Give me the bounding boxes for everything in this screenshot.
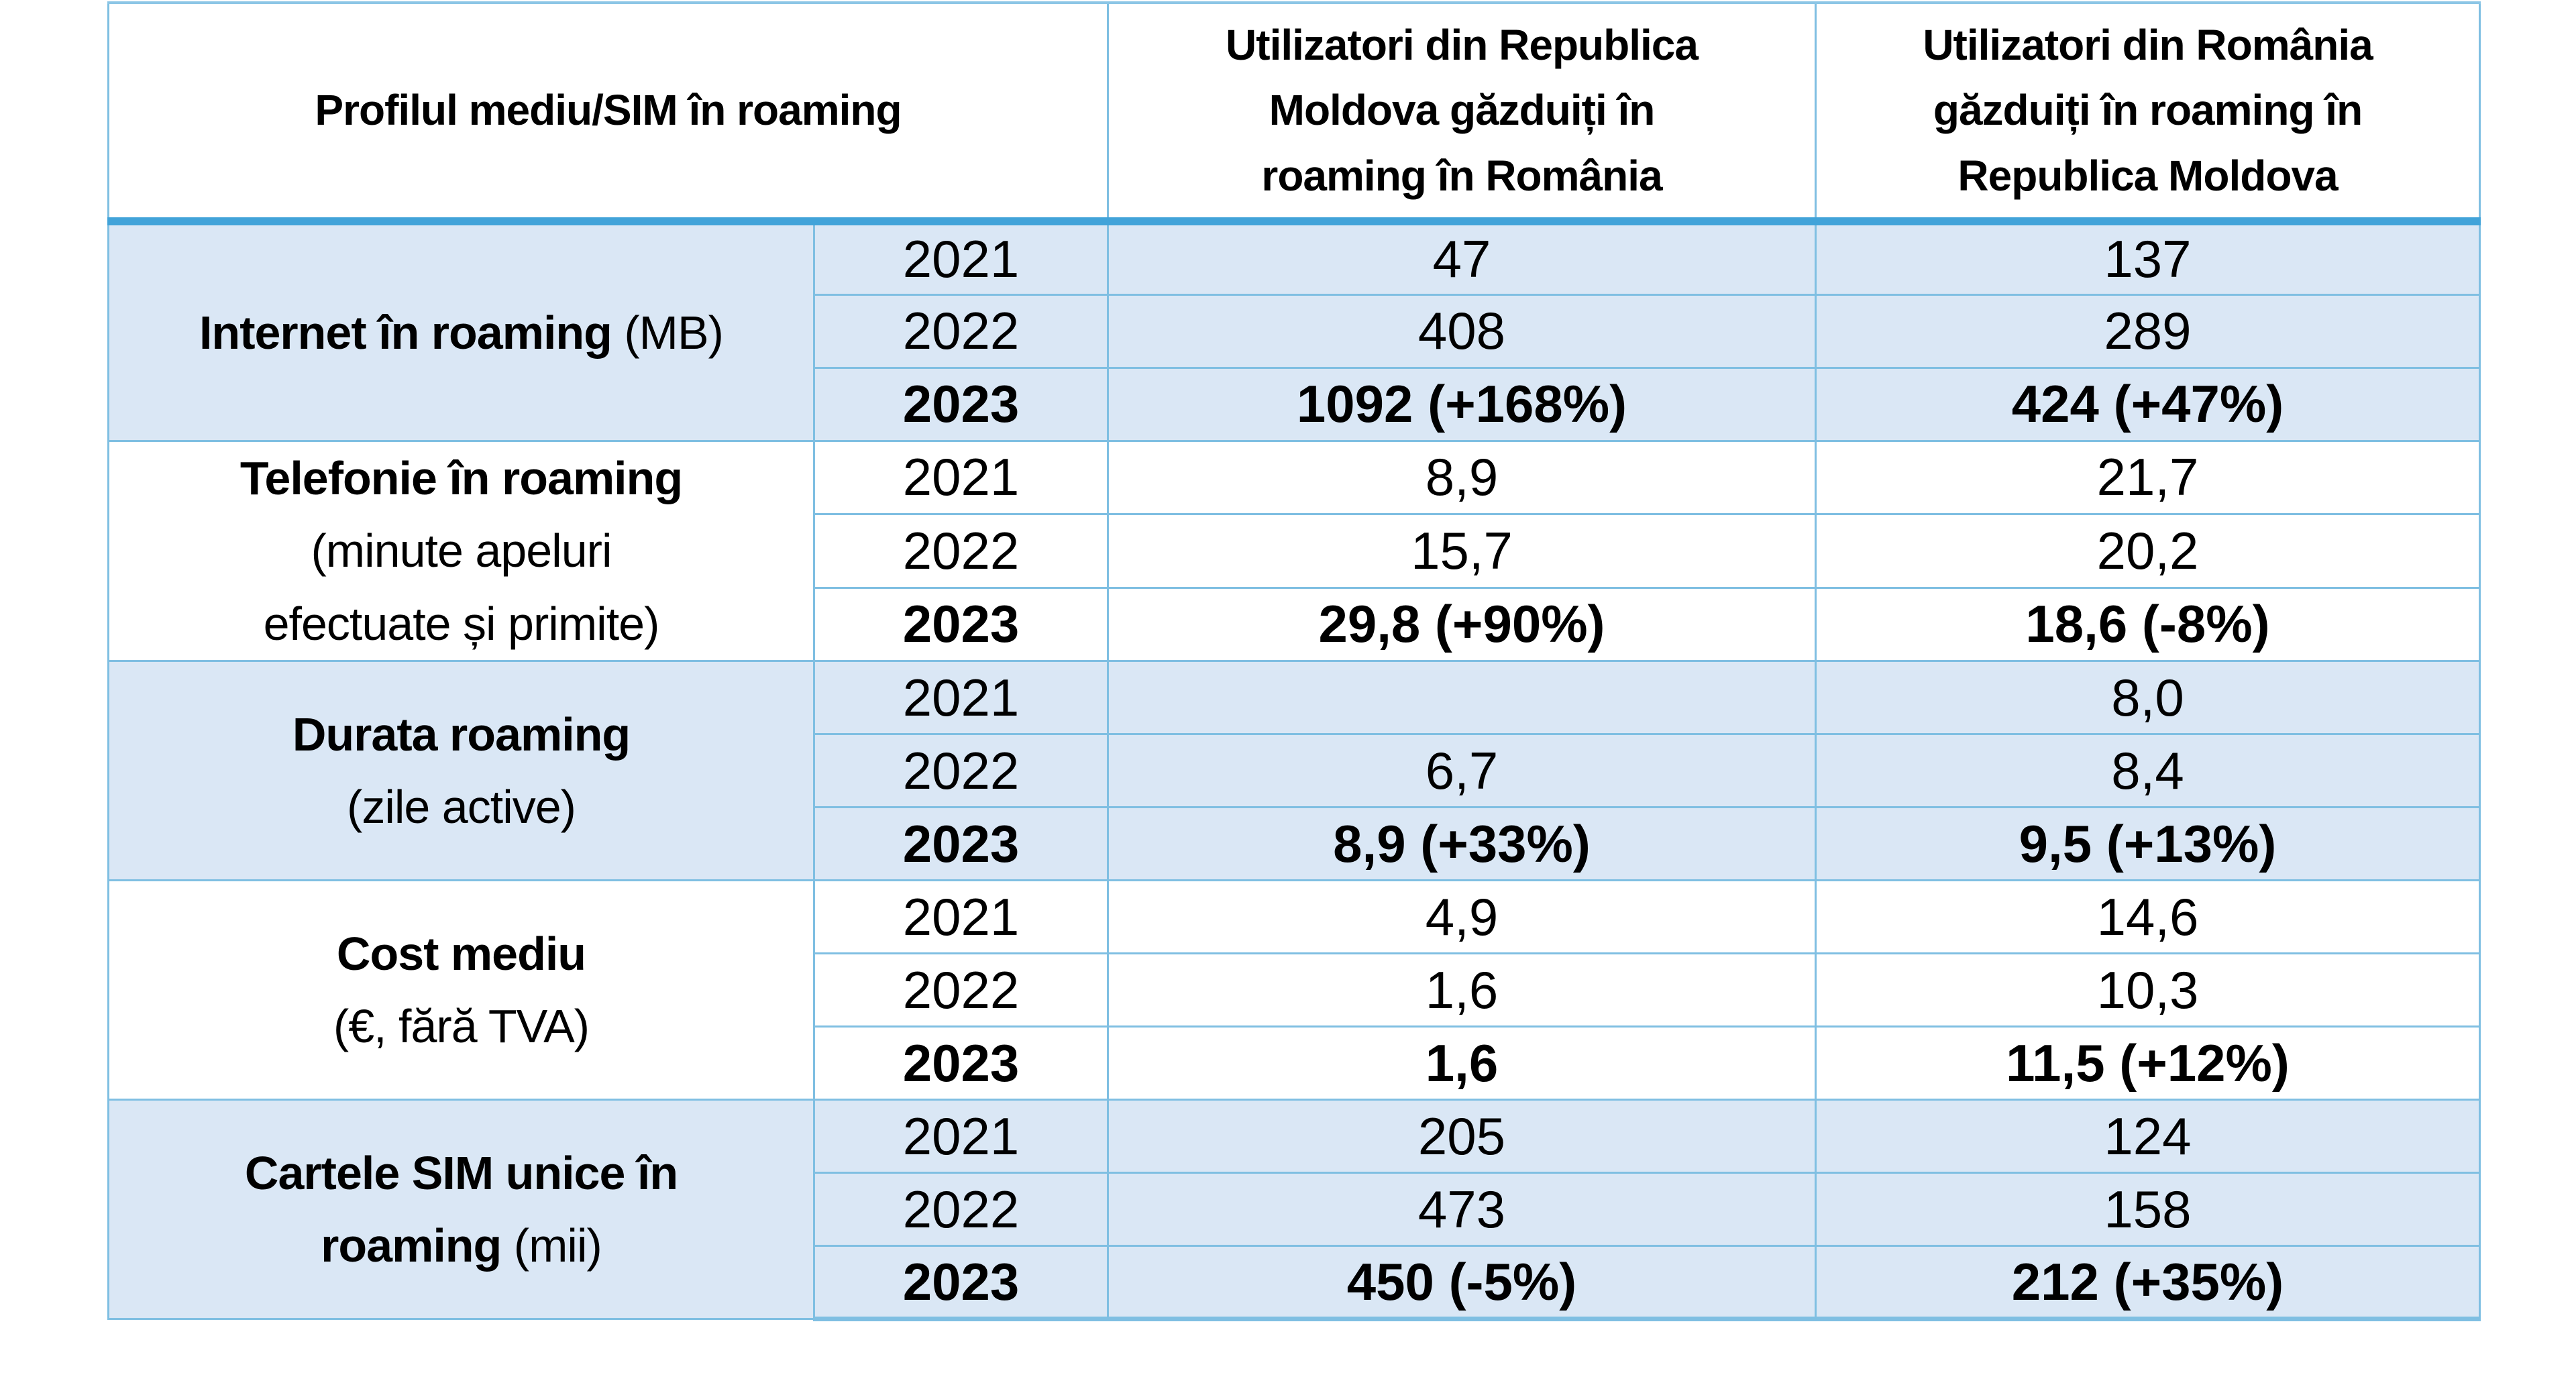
- value-cell-ro: 8,0: [1815, 660, 2481, 735]
- table-row: 2022 6,7 8,4: [109, 733, 2481, 808]
- header-row: Profilul mediu/SIM în roaming Utilizator…: [107, 1, 2481, 225]
- year-cell: 2022: [813, 733, 1109, 808]
- group-label-bold: Internet în roaming: [199, 306, 612, 359]
- value-cell-md: 1,6: [1107, 1025, 1817, 1101]
- year-cell: 2023: [813, 1245, 1109, 1321]
- value-cell-md: 8,9: [1107, 439, 1817, 515]
- value-cell-ro: 14,6: [1815, 879, 2481, 954]
- header-ro-line: Utilizatori din România: [1923, 21, 2373, 70]
- header-ro-users-in-md: Utilizatori din România găzduiți în roam…: [1815, 1, 2481, 225]
- table-row: 2023 1092 (+168%) 424 (+47%): [109, 366, 2481, 442]
- value-cell-ro: 212 (+35%): [1815, 1245, 2481, 1321]
- year-cell: 2023: [813, 806, 1109, 881]
- value-cell-ro: 18,6 (-8%): [1815, 586, 2481, 662]
- group-label-bold: Cost mediu: [336, 927, 586, 980]
- value-cell-md: 450 (-5%): [1107, 1245, 1817, 1321]
- value-cell-md: 4,9: [1107, 879, 1817, 954]
- table-row: 2022 1,6 10,3: [109, 952, 2481, 1028]
- header-ro-line: Republica Moldova: [1957, 151, 2338, 200]
- group-label-cost: Cost mediu (€, fără TVA): [107, 879, 815, 1101]
- group-label-durata: Durata roaming (zile active): [107, 660, 815, 881]
- header-profile: Profilul mediu/SIM în roaming: [107, 1, 1109, 225]
- value-cell-md: [1107, 660, 1817, 735]
- table-row: Durata roaming (zile active) 2021 8,0: [107, 660, 2481, 881]
- value-cell-md: 205: [1107, 1099, 1817, 1174]
- year-cell: 2021: [813, 660, 1109, 735]
- table-row: Internet în roaming (MB) 2021 47 137: [107, 220, 2481, 442]
- table-row: 2023 29,8 (+90%) 18,6 (-8%): [109, 586, 2481, 662]
- value-cell-ro: 124: [1815, 1099, 2481, 1174]
- year-cell: 2023: [813, 1025, 1109, 1101]
- year-cell: 2022: [813, 513, 1109, 589]
- value-cell-ro: 11,5 (+12%): [1815, 1025, 2481, 1101]
- value-cell-ro: 158: [1815, 1172, 2481, 1247]
- table-row: 2023 8,9 (+33%) 9,5 (+13%): [109, 806, 2481, 881]
- table-row: Cartele SIM unice în roaming (mii) 2021 …: [107, 1099, 2481, 1320]
- group-label-telefonie: Telefonie în roaming (minute apeluri efe…: [107, 439, 815, 662]
- value-cell-md: 8,9 (+33%): [1107, 806, 1817, 881]
- group-label-normal: (MB): [624, 306, 724, 359]
- group-label-normal: (mii): [513, 1219, 602, 1272]
- value-cell-md: 15,7: [1107, 513, 1817, 589]
- value-cell-ro: 21,7: [1815, 439, 2481, 515]
- year-cell: 2022: [813, 1172, 1109, 1247]
- header-md-line: Moldova găzduiți în: [1269, 86, 1656, 135]
- group-label-normal: (zile active): [347, 781, 576, 833]
- year-cell: 2023: [813, 586, 1109, 662]
- group-label-bold: Telefonie în roaming: [239, 451, 683, 504]
- header-ro-line: găzduiți în roaming în: [1933, 86, 2363, 135]
- value-cell-ro: 8,4: [1815, 733, 2481, 808]
- year-cell: 2023: [813, 366, 1109, 442]
- value-cell-ro: 289: [1815, 293, 2481, 369]
- table-row: 2023 1,6 11,5 (+12%): [109, 1025, 2481, 1101]
- value-cell-md: 47: [1107, 220, 1817, 296]
- table-row: Cost mediu (€, fără TVA) 2021 4,9 14,6: [107, 879, 2481, 1101]
- header-md-users-in-ro: Utilizatori din Republica Moldova găzdui…: [1107, 1, 1817, 225]
- value-cell-ro: 424 (+47%): [1815, 366, 2481, 442]
- year-cell: 2021: [813, 879, 1109, 954]
- table-row: 2022 408 289: [109, 293, 2481, 369]
- group-label-bold: roaming: [321, 1219, 502, 1272]
- group-label-normal: (€, fără TVA): [333, 1000, 590, 1052]
- value-cell-md: 1,6: [1107, 952, 1817, 1028]
- year-cell: 2021: [813, 439, 1109, 515]
- value-cell-md: 408: [1107, 293, 1817, 369]
- year-cell: 2022: [813, 293, 1109, 369]
- group-label-bold: Cartele SIM unice în: [244, 1146, 678, 1199]
- year-cell: 2021: [813, 220, 1109, 296]
- header-md-line: roaming în România: [1261, 151, 1662, 200]
- table-row: 2023 450 (-5%) 212 (+35%): [109, 1245, 2481, 1321]
- value-cell-md: 29,8 (+90%): [1107, 586, 1817, 662]
- table-row: 2022 15,7 20,2: [109, 513, 2481, 589]
- value-cell-ro: 20,2: [1815, 513, 2481, 589]
- group-label-bold: Durata roaming: [292, 708, 631, 761]
- table-row: Telefonie în roaming (minute apeluri efe…: [107, 439, 2481, 662]
- group-label-normal: efectuate și primite): [263, 597, 660, 650]
- value-cell-ro: 137: [1815, 220, 2481, 296]
- group-label-normal: (minute apeluri: [311, 524, 612, 577]
- year-cell: 2021: [813, 1099, 1109, 1174]
- roaming-profile-table: Profilul mediu/SIM în roaming Utilizator…: [107, 1, 2481, 1321]
- year-cell: 2022: [813, 952, 1109, 1028]
- group-label-cartele: Cartele SIM unice în roaming (mii): [107, 1099, 815, 1320]
- value-cell-ro: 10,3: [1815, 952, 2481, 1028]
- value-cell-md: 473: [1107, 1172, 1817, 1247]
- header-md-line: Utilizatori din Republica: [1226, 21, 1699, 70]
- table-row: 2022 473 158: [109, 1172, 2481, 1247]
- group-label-internet: Internet în roaming (MB): [107, 220, 815, 442]
- header-profile-label: Profilul mediu/SIM în roaming: [315, 86, 902, 135]
- value-cell-md: 6,7: [1107, 733, 1817, 808]
- value-cell-md: 1092 (+168%): [1107, 366, 1817, 442]
- value-cell-ro: 9,5 (+13%): [1815, 806, 2481, 881]
